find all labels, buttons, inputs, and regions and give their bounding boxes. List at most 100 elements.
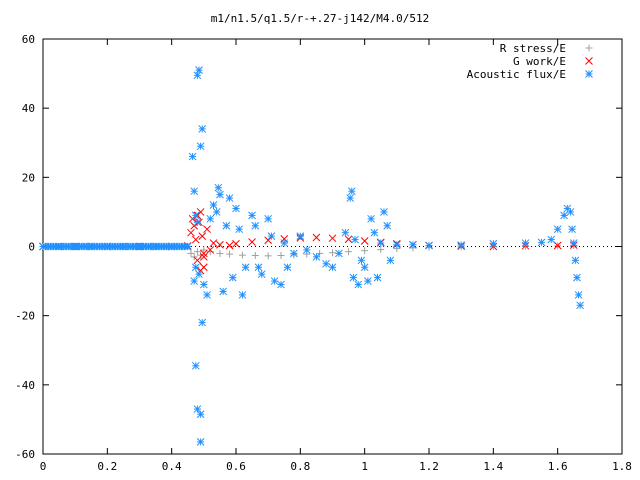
data-point	[196, 208, 205, 216]
data-point	[216, 249, 224, 257]
data-point	[191, 361, 200, 370]
data-point	[553, 241, 562, 250]
data-point	[270, 277, 279, 285]
data-point	[203, 225, 211, 234]
data-point	[188, 152, 197, 161]
data-point	[193, 218, 202, 227]
data-point	[209, 239, 218, 247]
data-point	[212, 208, 221, 216]
legend-label: R stress/E	[500, 42, 566, 55]
data-point	[329, 249, 336, 257]
y-tick-label: -60	[15, 448, 35, 461]
data-point	[383, 221, 392, 230]
data-point	[370, 228, 379, 237]
x-tick-label: 0.6	[226, 460, 246, 473]
data-point	[328, 234, 337, 243]
data-point	[198, 318, 207, 327]
data-point	[191, 263, 200, 272]
data-point	[198, 125, 207, 133]
data-point	[322, 259, 330, 268]
data-point	[573, 273, 581, 282]
x-tick-label: 0.8	[290, 460, 310, 473]
data-point	[351, 235, 359, 244]
y-tick-label: -20	[15, 310, 35, 323]
data-point	[238, 291, 247, 299]
y-tick-label: 20	[22, 171, 35, 184]
data-point	[380, 208, 388, 216]
data-point	[328, 263, 337, 272]
x-tick-label: 0.2	[97, 460, 117, 473]
data-point	[367, 214, 375, 223]
data-point	[209, 201, 218, 209]
data-point	[345, 248, 353, 256]
data-point	[199, 280, 208, 289]
x-tick-label: 1.8	[612, 460, 632, 473]
data-point	[195, 270, 203, 279]
data-point	[251, 221, 260, 230]
chart-title: m1/n1.5/q1.5/r-+.27-j142/M4.0/512	[211, 12, 430, 25]
data-point	[264, 214, 273, 223]
legend-label: G work/E	[513, 55, 566, 68]
data-point	[232, 204, 240, 213]
y-tick-label: 0	[28, 241, 35, 254]
data-point	[377, 246, 385, 254]
data-point	[219, 287, 227, 296]
data-point	[349, 273, 358, 282]
data-point	[386, 256, 395, 265]
data-point	[251, 251, 259, 259]
x-tick-label: 1.2	[419, 460, 439, 473]
data-point	[547, 235, 556, 244]
x-tick-label: 0.4	[162, 460, 182, 473]
data-point	[302, 246, 311, 254]
data-point	[193, 248, 201, 256]
data-point	[361, 247, 369, 255]
data-point	[200, 246, 208, 254]
legend-marker	[585, 70, 593, 78]
data-point	[225, 241, 234, 250]
data-point	[560, 211, 568, 220]
plot-series	[39, 66, 585, 446]
data-point	[571, 256, 580, 265]
data-point	[283, 263, 292, 272]
x-tick-label: 1.6	[548, 460, 568, 473]
data-point	[537, 238, 546, 247]
data-point	[248, 238, 256, 246]
data-point	[206, 214, 215, 223]
data-point	[193, 405, 202, 413]
data-point	[354, 280, 363, 289]
data-point	[392, 240, 401, 249]
data-point	[235, 225, 244, 234]
data-point	[312, 233, 321, 242]
legend-marker	[585, 44, 593, 52]
data-point	[264, 252, 272, 260]
data-point	[521, 239, 530, 247]
data-point	[489, 239, 498, 248]
y-tick-label: -40	[15, 379, 35, 392]
y-tick-label: 60	[22, 33, 35, 46]
data-point	[347, 187, 356, 196]
data-point	[196, 438, 205, 446]
data-point	[199, 249, 208, 258]
legend-label: Acoustic flux/E	[467, 68, 566, 81]
data-point	[196, 142, 205, 151]
data-point	[357, 256, 366, 265]
data-point	[196, 410, 205, 419]
data-point	[277, 280, 285, 289]
data-point	[214, 183, 223, 192]
data-point	[198, 232, 207, 240]
data-point	[216, 240, 224, 249]
data-point	[190, 187, 199, 196]
x-tick-label: 1	[361, 460, 368, 473]
data-point	[193, 256, 202, 265]
data-point	[568, 225, 576, 234]
data-point	[226, 250, 234, 258]
data-point	[344, 235, 353, 244]
data-point	[373, 273, 382, 282]
data-point	[569, 239, 578, 247]
legend-marker	[585, 57, 593, 65]
data-point	[183, 242, 191, 251]
data-point	[222, 221, 231, 230]
data-point	[254, 263, 263, 272]
data-point	[566, 208, 575, 216]
